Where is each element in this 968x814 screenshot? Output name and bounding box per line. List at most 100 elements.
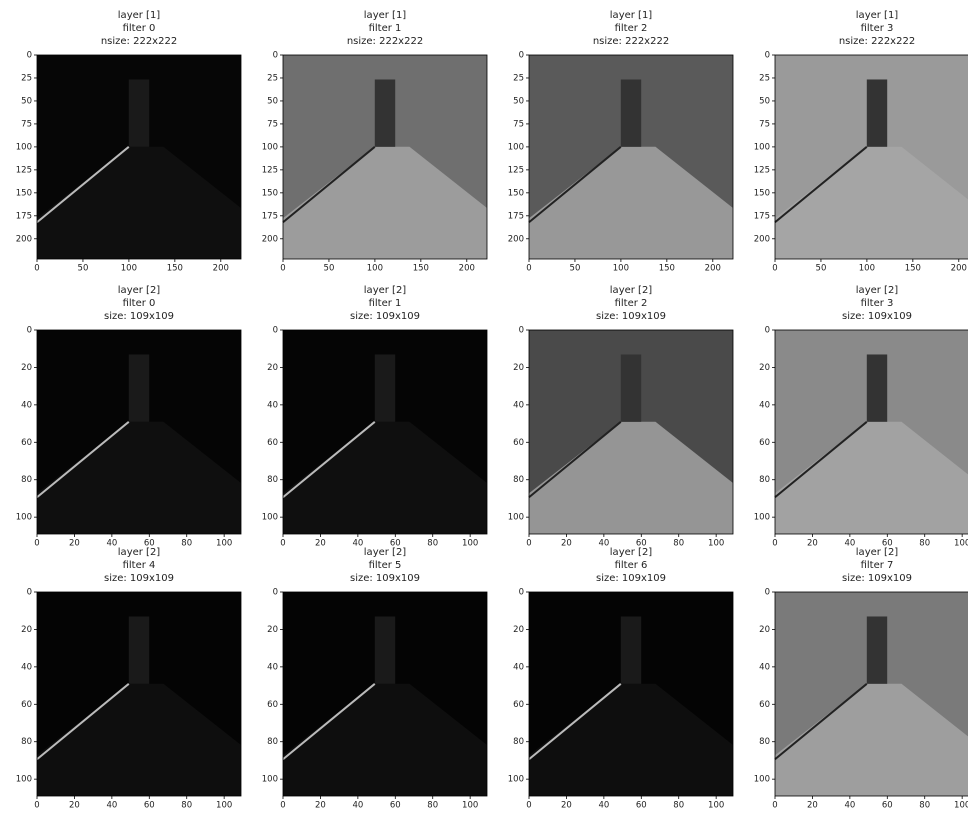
subplot-title: size: 109x109	[596, 311, 666, 322]
y-tick-label: 0	[273, 588, 278, 598]
x-tick-label: 20	[807, 801, 818, 811]
x-tick-label: 20	[69, 539, 80, 549]
feature-map-building	[129, 616, 149, 683]
x-tick-label: 80	[919, 539, 930, 549]
subplot-title: layer [1]	[856, 10, 899, 21]
subplot-title: size: 109x109	[350, 311, 420, 322]
x-tick-label: 60	[144, 801, 155, 811]
y-tick-label: 20	[759, 363, 770, 373]
y-tick-label: 100	[754, 513, 770, 523]
subplot-title: filter 1	[369, 23, 402, 34]
feature-map-building	[867, 79, 887, 146]
x-tick-label: 0	[772, 801, 777, 811]
subplot-title: filter 2	[615, 298, 648, 309]
x-tick-label: 50	[324, 264, 335, 274]
y-tick-label: 150	[754, 188, 770, 198]
subplot-title: filter 6	[615, 560, 648, 571]
y-tick-label: 60	[513, 438, 524, 448]
x-tick-label: 40	[352, 539, 363, 549]
y-tick-label: 0	[273, 326, 278, 336]
subplot-title: filter 7	[861, 560, 894, 571]
subplot-title: filter 5	[369, 560, 402, 571]
x-tick-label: 0	[34, 539, 39, 549]
x-tick-label: 20	[315, 801, 326, 811]
subplot: layer [2]filter 2size: 109x1090204060801…	[508, 285, 733, 549]
y-tick-label: 150	[16, 188, 32, 198]
subplot-title: nsize: 222x222	[347, 36, 423, 47]
y-tick-label: 20	[759, 625, 770, 635]
y-tick-label: 175	[262, 211, 278, 221]
subplot-title: layer [2]	[118, 547, 161, 558]
x-tick-label: 100	[954, 801, 968, 811]
x-tick-label: 50	[570, 264, 581, 274]
x-tick-label: 100	[462, 801, 478, 811]
y-tick-label: 0	[519, 51, 524, 61]
y-tick-label: 60	[21, 438, 32, 448]
subplot-title: layer [2]	[856, 285, 899, 296]
y-tick-label: 40	[21, 400, 32, 410]
y-tick-label: 0	[765, 588, 770, 598]
y-tick-label: 0	[765, 326, 770, 336]
y-tick-label: 80	[759, 475, 770, 485]
x-tick-label: 80	[427, 801, 438, 811]
y-tick-label: 25	[513, 73, 524, 83]
subplot-title: layer [1]	[364, 10, 407, 21]
y-tick-label: 20	[21, 625, 32, 635]
y-tick-label: 60	[21, 700, 32, 710]
x-tick-label: 100	[216, 801, 232, 811]
x-tick-label: 200	[705, 264, 721, 274]
x-tick-label: 0	[280, 539, 285, 549]
x-tick-label: 0	[526, 801, 531, 811]
y-tick-label: 25	[759, 73, 770, 83]
y-tick-label: 0	[765, 51, 770, 61]
x-tick-label: 40	[598, 539, 609, 549]
x-tick-label: 80	[181, 539, 192, 549]
y-tick-label: 40	[267, 662, 278, 672]
subplot-title: layer [2]	[118, 285, 161, 296]
y-tick-label: 80	[21, 737, 32, 747]
feature-map-building	[867, 616, 887, 683]
y-tick-label: 100	[262, 142, 278, 152]
feature-map-building	[375, 354, 395, 421]
x-tick-label: 0	[34, 264, 39, 274]
subplot-title: layer [2]	[364, 285, 407, 296]
y-tick-label: 40	[267, 400, 278, 410]
subplot-title: layer [2]	[610, 285, 653, 296]
y-tick-label: 60	[267, 700, 278, 710]
y-tick-label: 100	[262, 775, 278, 785]
y-tick-label: 125	[16, 165, 32, 175]
y-tick-label: 100	[754, 142, 770, 152]
y-tick-label: 175	[754, 211, 770, 221]
feature-map-building	[375, 616, 395, 683]
subplot: layer [1]filter 0nsize: 222x222050100150…	[16, 10, 241, 274]
x-tick-label: 40	[352, 801, 363, 811]
y-tick-label: 175	[16, 211, 32, 221]
y-tick-label: 200	[754, 234, 770, 244]
x-tick-label: 40	[106, 801, 117, 811]
y-tick-label: 100	[754, 775, 770, 785]
y-tick-label: 20	[267, 363, 278, 373]
y-tick-label: 125	[508, 165, 524, 175]
y-tick-label: 75	[21, 119, 32, 129]
x-tick-label: 40	[844, 801, 855, 811]
x-tick-label: 0	[772, 264, 777, 274]
subplot-title: size: 109x109	[104, 573, 174, 584]
subplot-title: layer [1]	[118, 10, 161, 21]
y-tick-label: 60	[267, 438, 278, 448]
subplot-title: filter 3	[861, 23, 894, 34]
y-tick-label: 0	[27, 51, 32, 61]
y-tick-label: 25	[21, 73, 32, 83]
y-tick-label: 100	[16, 775, 32, 785]
y-tick-label: 100	[16, 513, 32, 523]
x-tick-label: 20	[69, 801, 80, 811]
subplot-title: size: 109x109	[842, 311, 912, 322]
feature-map-building	[129, 354, 149, 421]
y-tick-label: 100	[508, 513, 524, 523]
y-tick-label: 40	[759, 662, 770, 672]
y-tick-label: 20	[267, 625, 278, 635]
subplot-title: nsize: 222x222	[839, 36, 915, 47]
figure: layer [1]filter 0nsize: 222x222050100150…	[0, 0, 968, 814]
